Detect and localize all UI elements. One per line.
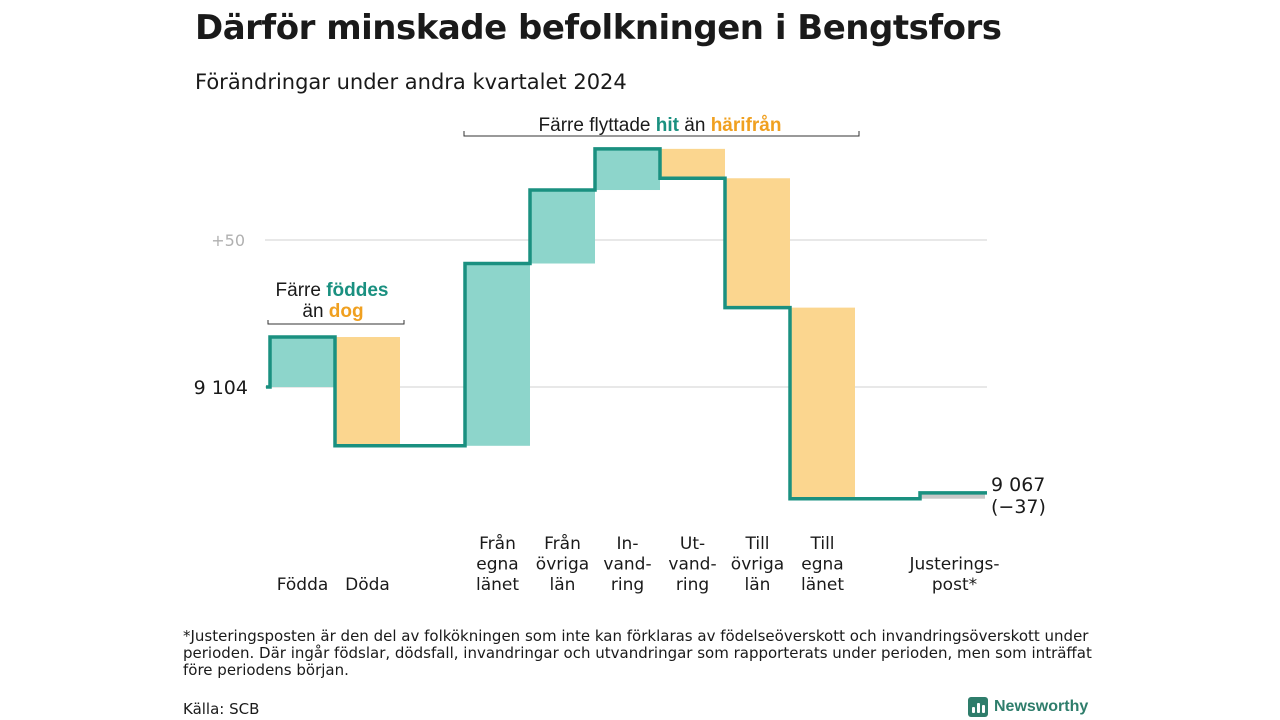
bars-layer (270, 148, 985, 499)
bar-Från egna länet (465, 263, 530, 446)
bar-Från övriga län (530, 190, 595, 264)
cumulative-step-line (266, 147, 987, 501)
bar-Till övriga län (725, 178, 790, 308)
x-category-label: Ut- (680, 534, 705, 554)
x-category-label: ring (676, 575, 709, 595)
x-category-label: länet (801, 575, 844, 595)
bar-Ut- vand- ring (660, 148, 725, 179)
x-category-label: länet (476, 575, 519, 595)
x-category-label: övriga (536, 555, 589, 575)
bar-Födda (270, 337, 335, 387)
x-category-label: In- (617, 534, 639, 554)
x-category-label: län (745, 575, 771, 595)
births-annotation-line1: Färre föddes (276, 280, 389, 301)
migration-annotation: Färre flyttade hit än härifrån (539, 115, 782, 136)
x-category-label: Till (809, 534, 834, 554)
bar-Justerings- post* (920, 492, 985, 499)
x-category-label: post* (932, 575, 977, 595)
end-value-label: 9 067 (991, 474, 1045, 496)
chart-subtitle: Förändringar under andra kvartalet 2024 (195, 70, 627, 94)
x-category-label: Från (479, 533, 516, 554)
step-line-layer (266, 147, 987, 501)
x-category-label: Födda (277, 575, 329, 595)
brand-logo[interactable]: Newsworthy (968, 697, 1088, 717)
newsworthy-logo-icon (968, 697, 988, 717)
x-category-label: egna (476, 555, 518, 575)
source-note: Källa: SCB (183, 700, 260, 718)
x-category-label: Justerings- (908, 555, 999, 575)
bar-In- vand- ring (595, 148, 660, 191)
x-category-label: vand- (668, 555, 716, 575)
x-category-label: Döda (345, 575, 390, 595)
y-tick-label: +50 (211, 231, 245, 250)
chart-title: Därför minskade befolkningen i Bengtsfor… (195, 8, 1002, 48)
x-category-label: egna (801, 555, 843, 575)
x-category-label: vand- (603, 555, 651, 575)
x-category-label: övriga (731, 555, 784, 575)
brand-name: Newsworthy (994, 698, 1089, 715)
x-category-label: ring (611, 575, 644, 595)
footnote: *Justeringsposten är den del av folkökni… (183, 627, 1092, 679)
start-value-label: 9 104 (194, 377, 248, 399)
x-category-label: Från (544, 533, 581, 554)
end-change-label: (−37) (991, 496, 1046, 518)
migration-bracket (463, 131, 860, 137)
bar-Döda (335, 337, 400, 446)
bar-Till egna länet (790, 307, 855, 499)
births-annotation-line2: än dog (302, 301, 363, 322)
births-bracket (267, 320, 405, 325)
x-category-label: Till (744, 534, 769, 554)
x-category-label: län (550, 575, 576, 595)
